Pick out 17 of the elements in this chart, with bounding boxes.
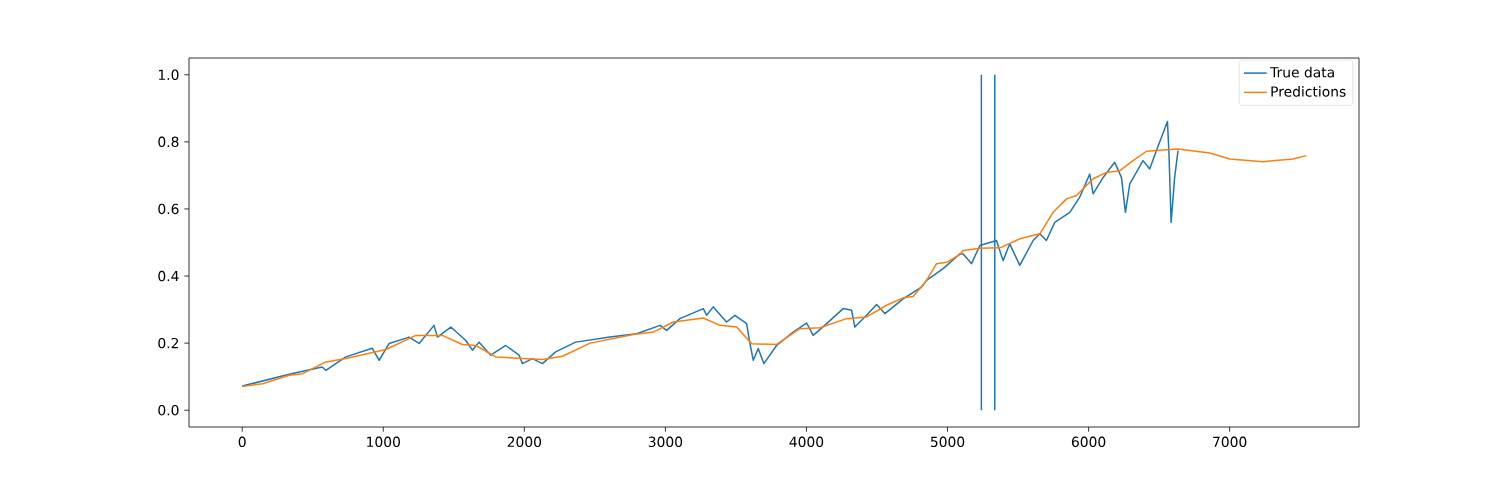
y-tick-label: 0.8 xyxy=(158,136,179,148)
x-tick-label: 3000 xyxy=(648,436,683,448)
y-tick-label: 0.6 xyxy=(158,203,179,215)
x-tick-label: 0 xyxy=(238,436,246,448)
y-tick-label: 0.4 xyxy=(158,270,179,282)
x-tick-label: 1000 xyxy=(367,436,400,448)
y-tick-label: 1.0 xyxy=(158,69,179,81)
y-tick-label: 0.2 xyxy=(158,337,179,349)
y-tick-label: 0.0 xyxy=(158,404,179,416)
legend-label: True data xyxy=(1270,66,1334,78)
x-tick-label: 6000 xyxy=(1071,436,1106,448)
line-series xyxy=(241,148,1308,388)
legend-label: Predictions xyxy=(1271,86,1346,97)
x-tick-label: 7000 xyxy=(1213,436,1247,448)
x-tick-label: 5000 xyxy=(930,436,965,448)
x-tick-label: 4000 xyxy=(789,436,824,448)
x-tick-label: 2000 xyxy=(507,436,542,448)
